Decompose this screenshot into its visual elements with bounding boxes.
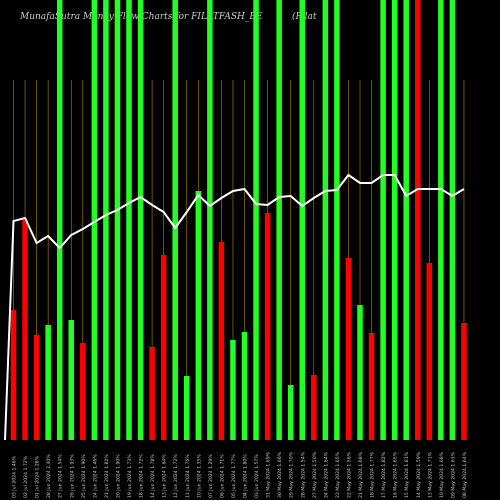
x-tick-label: 28 Jun 2024 2.40%: [46, 454, 52, 498]
x-tick-label: 28 May 2024 1.54%: [300, 451, 306, 498]
series-line: [4, 173, 465, 441]
x-tick-label: 19 Jun 2024 1.73%: [127, 454, 133, 498]
x-tick-label: 31 May 2024 1.69%: [266, 451, 272, 498]
bar: [184, 376, 190, 440]
x-tick-label: 14 Jun 2024 1.78%: [150, 454, 156, 498]
bar: [287, 385, 294, 440]
x-tick-label: 09 May 2024 1.61%: [450, 451, 456, 498]
bar: [438, 0, 444, 440]
x-tick-label: 12 Jun 2024 1.72%: [173, 454, 179, 498]
x-tick-label: 18 May 2024 1.77%: [370, 451, 376, 498]
x-tick-label: 07 Jun 2024 1.29%: [208, 454, 214, 498]
bar: [68, 320, 74, 440]
bar: [276, 0, 282, 440]
x-tick-label: 03 Jul 2024 1.46%: [12, 455, 18, 498]
x-tick-label: 26 Jun 2024 1.93%: [69, 454, 75, 498]
bar: [264, 213, 271, 440]
x-tick-label: 01 Jul 2024 1.28%: [35, 455, 41, 498]
bar: [10, 310, 17, 440]
x-tick-label: 16 May 2024 1.65%: [393, 451, 399, 498]
bar: [403, 0, 409, 440]
x-tick-label: 02 Jul 2024 1.72%: [23, 455, 29, 498]
x-tick-label: 20 Jun 2024 1.90%: [115, 454, 121, 498]
x-tick-label: 13 Jun 2024 1.64%: [162, 454, 168, 498]
bar: [334, 0, 340, 440]
bar: [172, 0, 178, 440]
x-tick-label: 08 May 2024 1.64%: [462, 451, 468, 498]
x-tick-label: 30 May 2024 1.66%: [277, 451, 283, 498]
bar: [299, 0, 305, 440]
x-tick-label: 23 May 2024 1.65%: [335, 451, 341, 498]
x-tick-label: 17 May 2024 1.82%: [381, 451, 387, 498]
bar: [415, 0, 421, 440]
x-tick-label: 13 May 2024 1.71%: [427, 451, 433, 498]
x-tick-label: 03 Jun 2024 1.57%: [254, 454, 260, 498]
x-tick-label: 04 Jun 2024 1.80%: [243, 454, 249, 498]
bar: [230, 340, 236, 440]
x-tick-label: 10 Jun 2024 1.35%: [196, 454, 202, 498]
bar: [114, 0, 121, 440]
bar: [33, 335, 40, 440]
bar: [461, 323, 467, 440]
bar: [80, 343, 86, 440]
bar: [345, 258, 352, 440]
bar: [253, 0, 259, 440]
bar: [160, 255, 167, 440]
bar: [311, 375, 317, 440]
x-tick-label: 15 May 2024 1.81%: [404, 451, 410, 498]
bar: [195, 191, 202, 440]
x-tick-label: 06 Jun 2024 1.71%: [219, 454, 225, 498]
bar: [137, 0, 144, 440]
bar: [449, 0, 456, 440]
x-tick-label: 24 Jun 2024 1.46%: [92, 454, 98, 498]
x-tick-label: 24 May 2024 1.64%: [323, 451, 329, 498]
x-tick-label: 18 Jun 2024 1.72%: [139, 454, 145, 498]
x-tick-label: 21 May 2024 1.68%: [358, 451, 364, 498]
x-tick-label: 22 May 2024 1.56%: [346, 451, 352, 498]
x-tick-label: 11 Jun 2024 1.76%: [185, 454, 191, 498]
bar: [322, 0, 329, 440]
x-tick-label: 29 May 2024 1.70%: [289, 451, 295, 498]
bar: [56, 0, 63, 440]
bar: [91, 0, 98, 440]
bar: [368, 333, 375, 440]
x-tick-label: 05 Jun 2024 1.77%: [231, 454, 237, 498]
x-tick-label: 25 Jun 2024 1.90%: [81, 454, 87, 498]
x-tick-label: 21 Jun 2024 1.82%: [104, 454, 110, 498]
bar: [218, 242, 225, 440]
bar: [241, 332, 248, 440]
x-tick-label: 27 Jun 2024 1.54%: [58, 454, 64, 498]
bar: [380, 0, 386, 440]
bar: [103, 0, 109, 440]
bar: [207, 0, 213, 440]
bar: [45, 325, 51, 440]
bar: [391, 0, 398, 440]
bar: [357, 305, 363, 440]
bar: [149, 347, 155, 440]
x-tick-label: 10 May 2024 1.68%: [439, 451, 445, 498]
bar: [426, 263, 433, 440]
bar: [126, 0, 132, 440]
x-tick-label: 27 May 2024 1.50%: [312, 451, 318, 498]
x-tick-label: 14 May 2024 1.59%: [416, 451, 422, 498]
bar: [22, 220, 28, 440]
